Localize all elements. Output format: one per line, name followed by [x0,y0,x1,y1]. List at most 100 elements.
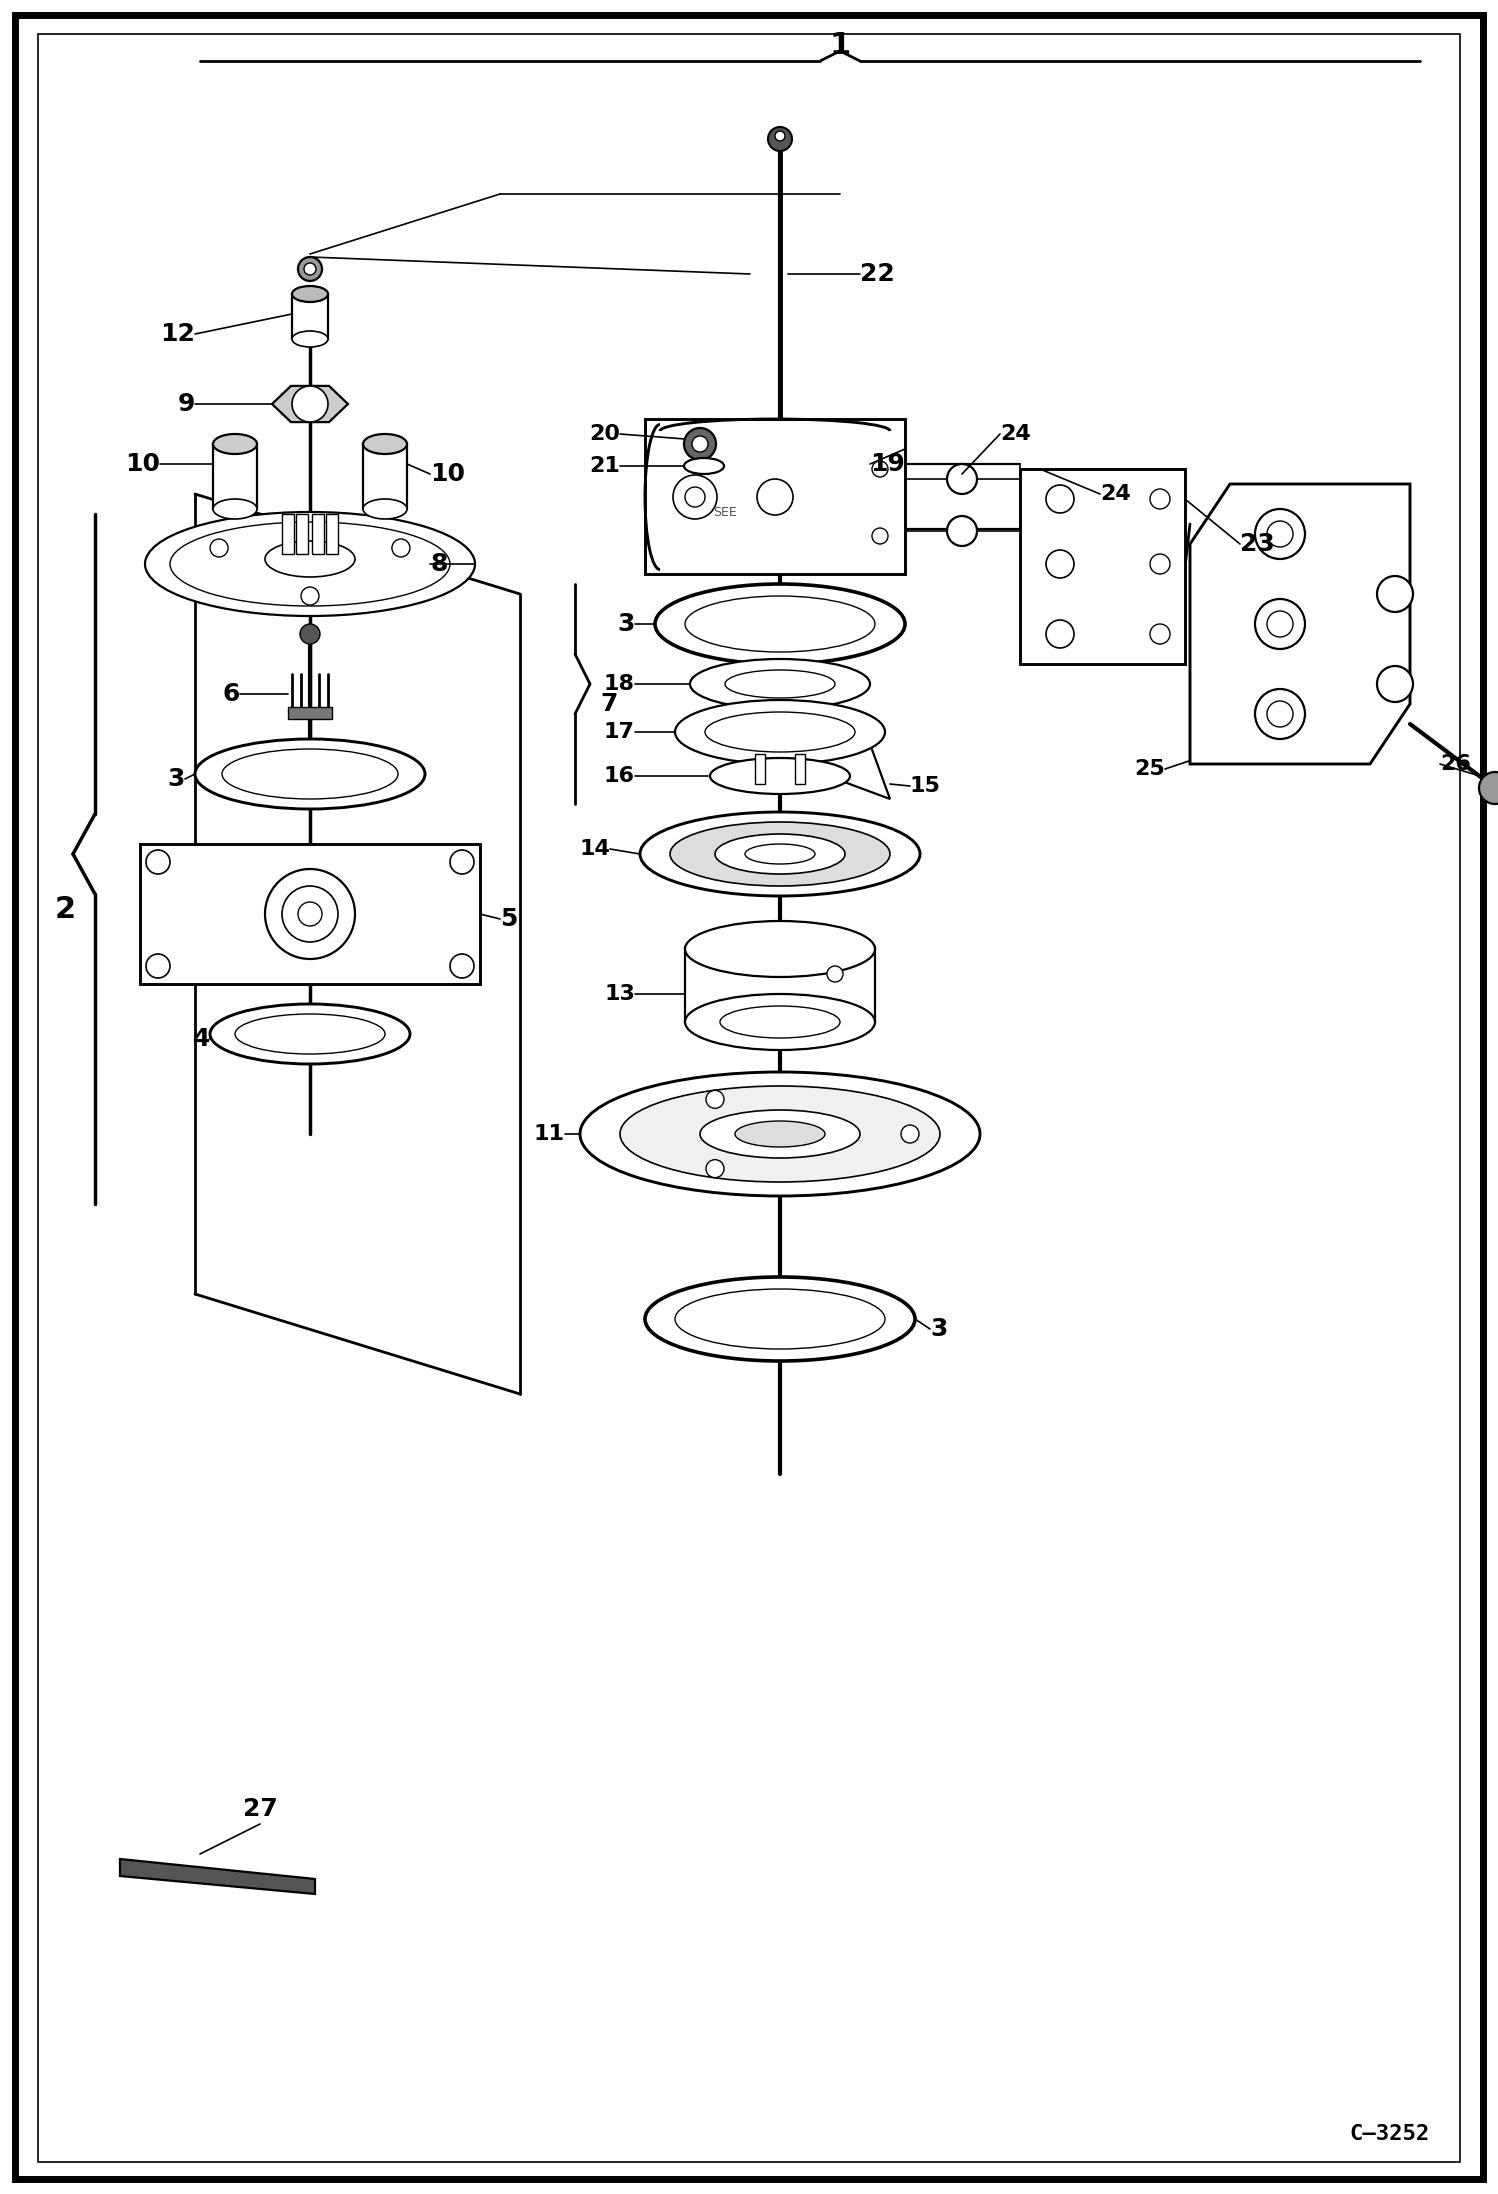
Text: 20: 20 [589,423,620,443]
Circle shape [1150,489,1170,509]
Circle shape [1377,577,1413,612]
Bar [363,443,407,509]
Circle shape [756,478,792,516]
Ellipse shape [691,658,870,709]
Text: 9: 9 [178,393,195,417]
Ellipse shape [676,1290,885,1349]
Ellipse shape [655,584,905,665]
Ellipse shape [363,434,407,454]
Circle shape [673,474,718,520]
Ellipse shape [210,1005,410,1064]
Bar [795,755,804,783]
Text: C–3252: C–3252 [1350,2124,1431,2144]
Circle shape [706,1161,724,1178]
Bar [755,755,765,783]
Ellipse shape [1479,772,1498,803]
Text: 2: 2 [54,895,75,924]
Text: SEE: SEE [713,505,737,518]
Bar [1020,470,1185,665]
Circle shape [1150,555,1170,575]
Text: 12: 12 [160,323,195,347]
Circle shape [872,461,888,476]
Ellipse shape [670,823,890,886]
Text: 3: 3 [930,1316,947,1341]
Circle shape [1046,551,1074,577]
Text: 3: 3 [617,612,635,636]
Circle shape [1255,509,1305,559]
Ellipse shape [222,748,398,799]
Bar [288,706,333,720]
Text: 4: 4 [193,1027,210,1051]
Bar [297,513,309,555]
Text: 1: 1 [830,31,851,61]
Ellipse shape [706,713,855,753]
Circle shape [304,263,316,274]
Text: 14: 14 [580,838,610,860]
Ellipse shape [292,331,328,347]
Text: 10: 10 [124,452,160,476]
Circle shape [449,849,473,873]
Ellipse shape [768,127,792,151]
Ellipse shape [685,597,875,652]
Polygon shape [273,386,348,421]
Ellipse shape [685,921,875,976]
Ellipse shape [736,1121,825,1147]
Text: 3: 3 [168,768,184,792]
Ellipse shape [721,1007,840,1038]
Text: 27: 27 [243,1797,277,1821]
Circle shape [706,1090,724,1108]
Text: 21: 21 [589,456,620,476]
Text: 8: 8 [430,553,448,577]
Circle shape [900,1126,918,1143]
Text: 5: 5 [500,906,517,930]
Circle shape [210,540,228,557]
Circle shape [1255,599,1305,649]
Ellipse shape [710,757,849,794]
Circle shape [872,529,888,544]
Circle shape [298,902,322,926]
Circle shape [298,257,322,281]
Bar [213,443,258,509]
Polygon shape [1189,485,1410,764]
Circle shape [685,428,716,461]
Ellipse shape [685,994,875,1051]
Circle shape [145,954,169,979]
Polygon shape [715,735,890,799]
Bar [685,948,875,1022]
Bar [327,513,339,555]
Circle shape [947,516,977,546]
Circle shape [774,132,785,140]
Circle shape [1267,610,1293,636]
Text: 25: 25 [1134,759,1165,779]
Text: 18: 18 [604,674,635,693]
Text: 22: 22 [860,261,894,285]
Text: 24: 24 [1100,485,1131,505]
Text: 15: 15 [909,777,941,796]
Circle shape [1267,702,1293,726]
Text: 11: 11 [533,1123,565,1143]
Ellipse shape [213,434,258,454]
Ellipse shape [195,739,425,810]
Text: 26: 26 [1440,755,1471,774]
Text: 7: 7 [601,691,617,715]
Ellipse shape [620,1086,941,1183]
Ellipse shape [300,623,321,645]
Ellipse shape [580,1073,980,1196]
Circle shape [292,386,328,421]
Ellipse shape [646,1277,915,1360]
Circle shape [692,437,709,452]
Circle shape [1150,623,1170,645]
Circle shape [392,540,410,557]
Text: 6: 6 [223,682,240,706]
Bar [312,513,324,555]
Circle shape [1255,689,1305,739]
Circle shape [827,965,843,983]
Circle shape [145,849,169,873]
Bar [292,294,328,340]
Ellipse shape [145,511,475,617]
Ellipse shape [700,1110,860,1158]
Text: 16: 16 [604,766,635,785]
Circle shape [1377,667,1413,702]
Text: 24: 24 [1001,423,1031,443]
Ellipse shape [235,1014,385,1053]
